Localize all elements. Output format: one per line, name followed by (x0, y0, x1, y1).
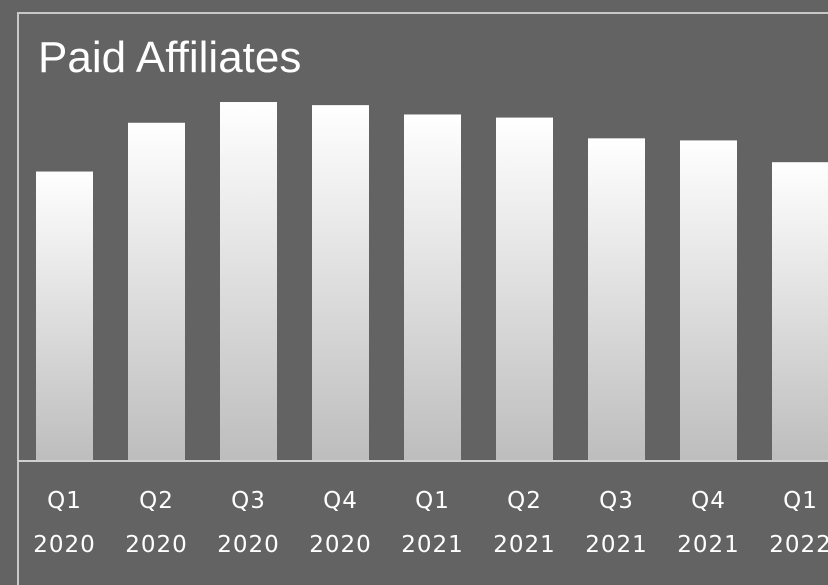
x-tick-quarter-label: Q1 (415, 488, 450, 514)
x-tick-quarter-label: Q3 (599, 488, 634, 514)
x-tick-quarter-label: Q2 (507, 488, 542, 514)
x-tick-quarter-label: Q1 (783, 488, 818, 514)
x-tick-year-label: 2020 (125, 532, 188, 558)
x-tick-year-label: 2020 (217, 532, 280, 558)
bar-q1-2020 (36, 171, 93, 461)
bar-q1-2022 (772, 162, 828, 461)
bar-q4-2020 (312, 105, 369, 461)
bar-q2-2021 (496, 117, 553, 462)
x-tick-labels: Q1 2020 Q2 2020 Q3 2020 Q4 2020 Q1 2021 Q2 2021 Q3 20… (33, 488, 828, 558)
x-tick-year-label: 2021 (677, 532, 740, 558)
x-tick-quarter-label: Q2 (139, 488, 174, 514)
bar-q3-2020 (220, 102, 277, 462)
bars-group (36, 102, 828, 462)
bar-q4-2021 (680, 140, 737, 461)
bar-q2-2020 (128, 122, 185, 462)
x-tick-year-label: 2020 (33, 532, 96, 558)
x-tick-quarter-label: Q3 (231, 488, 266, 514)
x-tick-quarter-label: Q4 (323, 488, 358, 514)
bar-q1-2021 (404, 114, 461, 461)
x-tick-year-label: 2021 (401, 532, 464, 558)
x-tick-quarter-label: Q4 (691, 488, 726, 514)
chart-title: Paid Affiliates (38, 33, 301, 82)
x-tick-year-label: 2021 (585, 532, 648, 558)
bar-q3-2021 (588, 138, 645, 461)
x-tick-quarter-label: Q1 (47, 488, 82, 514)
x-tick-year-label: 2020 (309, 532, 372, 558)
chart-frame (17, 12, 828, 585)
x-tick-year-label: 2022 (769, 532, 828, 558)
x-tick-year-label: 2021 (493, 532, 556, 558)
